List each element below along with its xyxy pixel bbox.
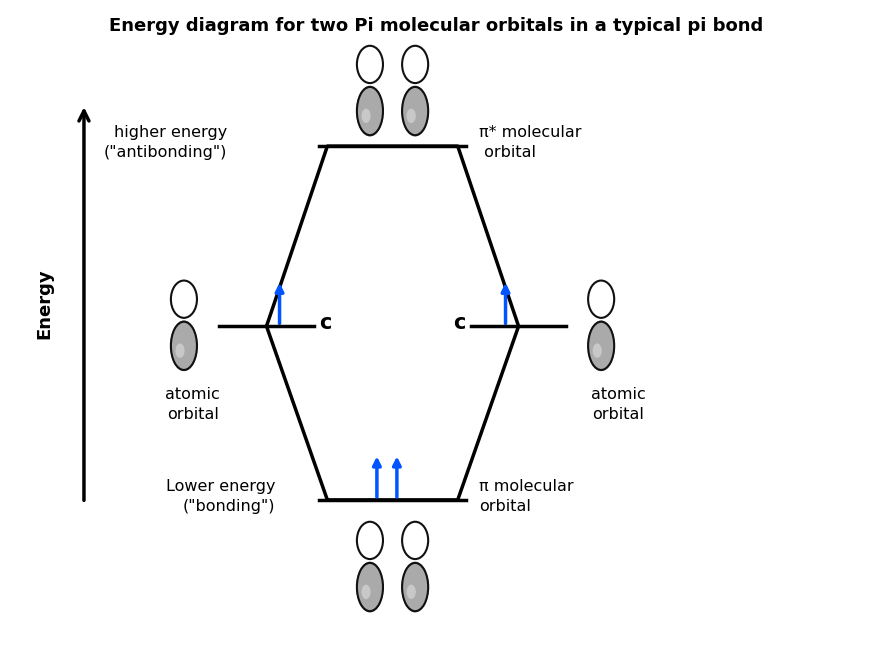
Text: π molecular
orbital: π molecular orbital	[480, 479, 574, 514]
Text: Energy: Energy	[36, 268, 54, 339]
Ellipse shape	[357, 87, 383, 135]
Text: Lower energy
("bonding"): Lower energy ("bonding")	[166, 479, 276, 514]
Ellipse shape	[357, 522, 383, 559]
Ellipse shape	[357, 562, 384, 612]
Ellipse shape	[362, 109, 371, 123]
Ellipse shape	[588, 320, 615, 371]
Ellipse shape	[402, 522, 428, 559]
Text: c: c	[319, 313, 332, 333]
Ellipse shape	[171, 322, 197, 370]
Text: atomic
orbital: atomic orbital	[165, 388, 220, 422]
Ellipse shape	[357, 46, 383, 83]
Text: higher energy
("antibonding"): higher energy ("antibonding")	[104, 125, 228, 160]
Ellipse shape	[401, 86, 429, 136]
Ellipse shape	[175, 344, 185, 358]
Ellipse shape	[402, 87, 428, 135]
Ellipse shape	[402, 563, 428, 611]
Ellipse shape	[406, 109, 416, 123]
Text: π* molecular
 orbital: π* molecular orbital	[480, 125, 582, 160]
Ellipse shape	[171, 280, 197, 318]
Text: c: c	[453, 313, 466, 333]
Ellipse shape	[357, 86, 384, 136]
Ellipse shape	[170, 320, 198, 371]
Ellipse shape	[401, 562, 429, 612]
Ellipse shape	[402, 46, 428, 83]
Ellipse shape	[593, 344, 602, 358]
Text: Energy diagram for two Pi molecular orbitals in a typical pi bond: Energy diagram for two Pi molecular orbi…	[109, 17, 763, 36]
Ellipse shape	[406, 585, 416, 599]
Ellipse shape	[588, 322, 614, 370]
Ellipse shape	[362, 585, 371, 599]
Ellipse shape	[588, 280, 614, 318]
Text: atomic
orbital: atomic orbital	[591, 388, 646, 422]
Ellipse shape	[357, 563, 383, 611]
